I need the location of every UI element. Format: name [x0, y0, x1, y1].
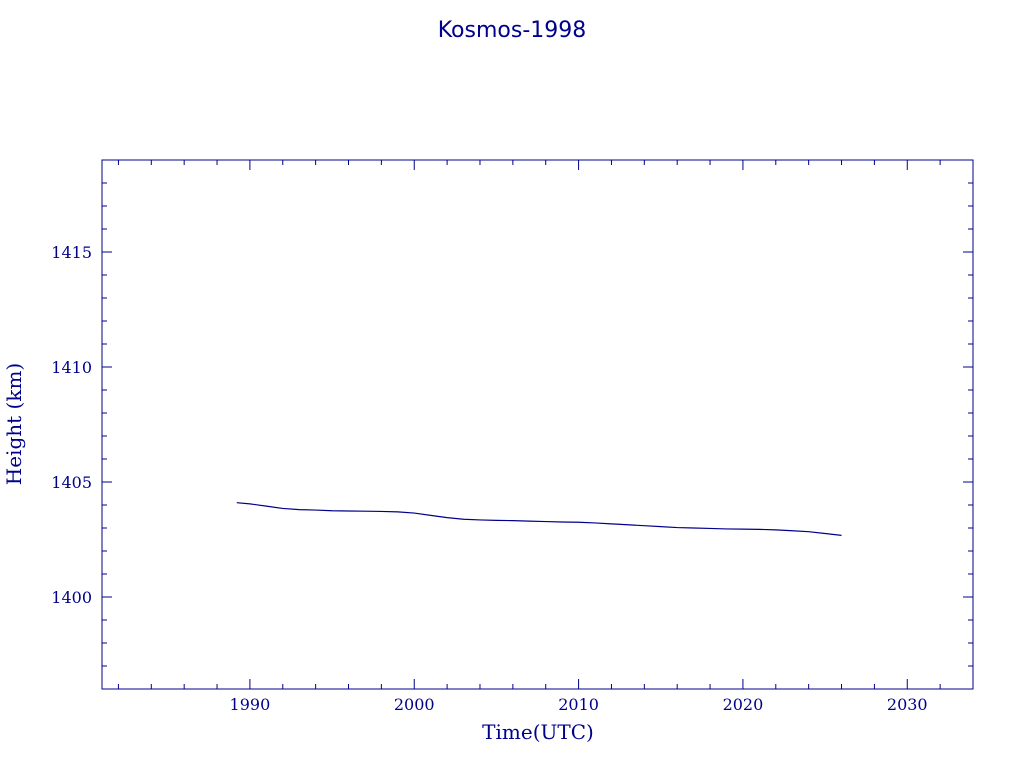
x-tick-label: 2020	[723, 695, 764, 714]
chart-title: Kosmos-1998	[438, 18, 587, 43]
axis-ticks	[102, 159, 974, 690]
x-axis-label: Time(UTC)	[482, 720, 594, 744]
y-tick-label: 1405	[51, 473, 92, 492]
x-tick-label: 2030	[887, 695, 928, 714]
x-tick-label: 2000	[394, 695, 435, 714]
y-tick-label: 1400	[51, 588, 92, 607]
plot-frame	[101, 159, 974, 690]
x-tick-label: 1990	[230, 695, 271, 714]
height-series-line	[236, 502, 842, 536]
tick-labels: 1990 2000 2010 2020 2030 1400 1405 1410 1415	[51, 243, 927, 714]
y-tick-label: 1415	[51, 243, 92, 262]
x-tick-label: 2010	[558, 695, 599, 714]
y-axis-label: Height (km)	[2, 363, 26, 485]
y-tick-label: 1410	[51, 358, 92, 377]
